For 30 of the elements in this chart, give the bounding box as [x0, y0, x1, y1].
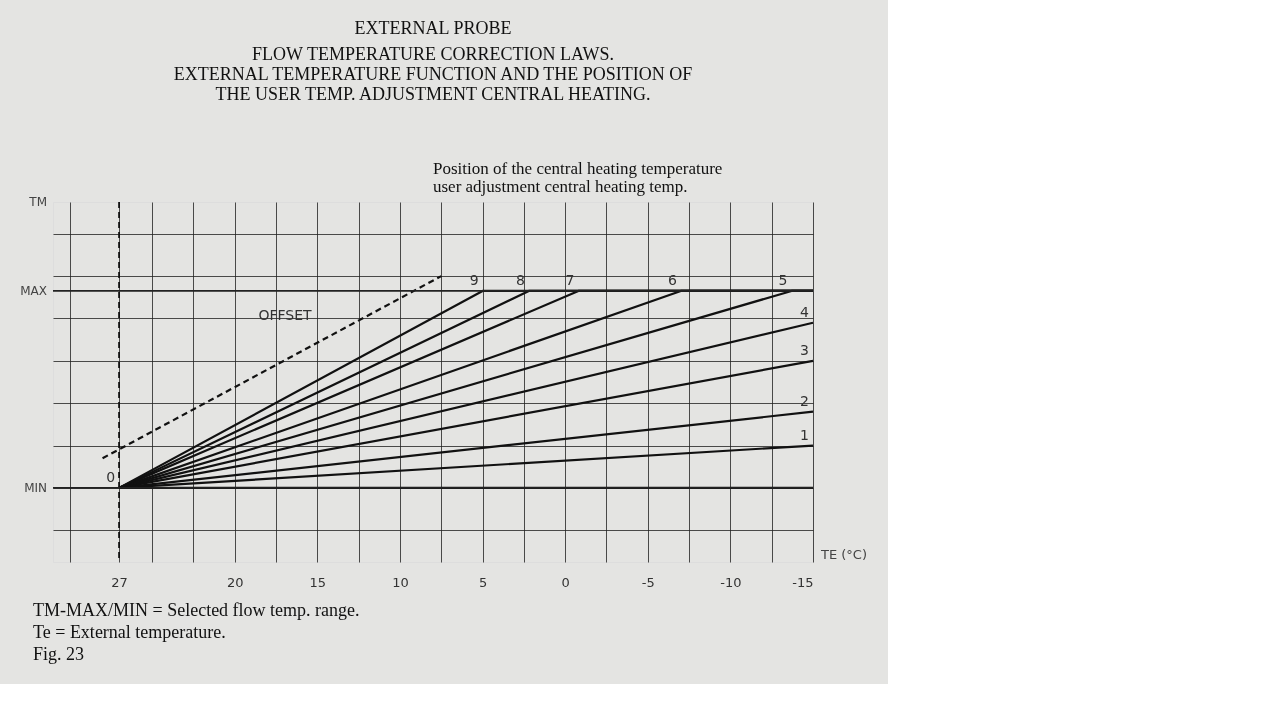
- series-label: 4: [800, 303, 810, 320]
- text: TM-MAX/MIN = Selected flow temp. range.: [33, 600, 360, 620]
- x-tick-label: 27: [111, 574, 128, 590]
- series-label: 5: [778, 271, 788, 288]
- text: FLOW TEMPERATURE CORRECTION LAWS.: [252, 44, 614, 64]
- x-tick-label: -10: [720, 574, 742, 590]
- x-tick-label: 5: [478, 574, 488, 590]
- x-tick-label: 0: [561, 574, 570, 590]
- series-label: 3: [800, 341, 809, 358]
- series-label: 9: [469, 271, 479, 288]
- ref-line-label: MIN: [24, 480, 47, 495]
- text: Position of the central heating temperature user adjustment central heating temp.: [433, 159, 723, 196]
- text: Te = External temperature.: [33, 622, 226, 642]
- x-axis-title: TE (°C): [820, 547, 868, 562]
- text: TM: [28, 195, 47, 209]
- caption: Fig. 23: [33, 644, 85, 664]
- series-label: 1: [800, 426, 809, 443]
- x-tick-label: -15: [792, 574, 814, 590]
- ref-line-label: MAX: [20, 283, 47, 298]
- chart-title: EXTERNAL PROBE: [354, 18, 512, 38]
- x-tick-label: 10: [392, 574, 409, 590]
- x-tick-label: -5: [641, 574, 655, 590]
- series-label: 0: [106, 468, 116, 485]
- series-label: 7: [565, 271, 575, 288]
- x-tick-label: 15: [309, 574, 327, 590]
- x-tick-label: 20: [226, 574, 244, 590]
- text: THE USER TEMP. ADJUSTMENT CENTRAL HEATING.: [215, 84, 651, 104]
- series-label: 8: [515, 271, 525, 288]
- series-label: 6: [667, 271, 677, 288]
- text: EXTERNAL TEMPERATURE FUNCTION AND THE POSITION OF: [173, 64, 693, 84]
